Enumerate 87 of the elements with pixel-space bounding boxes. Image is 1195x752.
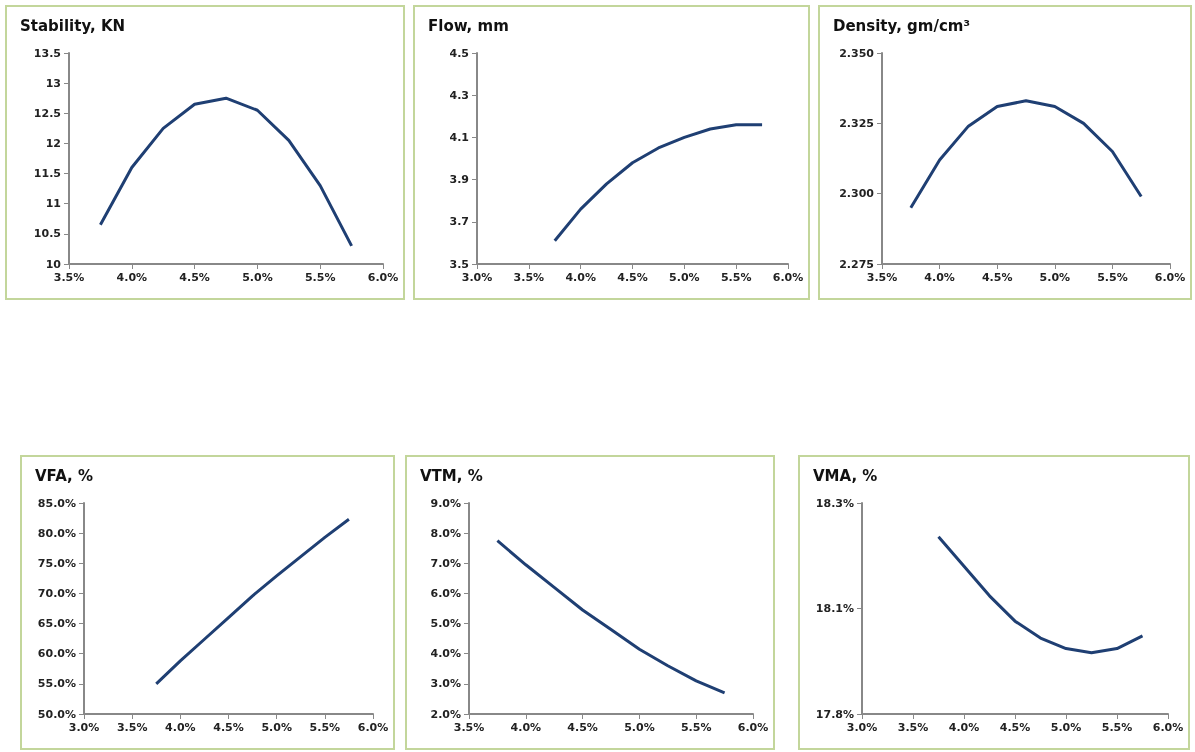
x-tick-label: 3.5% — [513, 271, 545, 284]
line-series — [909, 99, 1143, 210]
y-tick-label: 7.0% — [430, 556, 461, 570]
x-tick-label: 6.0% — [772, 271, 804, 284]
x-tick-label: 4.0% — [924, 271, 955, 284]
x-tick-label: 3.5% — [866, 271, 898, 284]
y-tick-label: 80.0% — [37, 526, 76, 540]
y-tick-label: 3.5 — [449, 257, 469, 271]
x-tick-label: 4.5% — [999, 721, 1031, 734]
y-tick-label: 3.0% — [430, 677, 461, 691]
y-tick-label: 12 — [45, 136, 61, 150]
y-tick-label: 17.8% — [815, 707, 854, 721]
chart-title: VMA, % — [813, 466, 878, 485]
y-tick-label: 4.1 — [449, 130, 469, 144]
y-tick-label: 4.5 — [449, 46, 469, 60]
y-tick-label: 11.5 — [33, 167, 61, 181]
x-tick-label: 3.5% — [897, 721, 929, 734]
chart-title: Stability, KN — [20, 16, 126, 35]
x-tick-label: 5.5% — [720, 271, 752, 284]
x-tick-label: 5.5% — [680, 721, 712, 734]
y-tick-label: 4.3 — [449, 88, 469, 102]
x-tick-label: 5.0% — [261, 721, 292, 734]
x-tick-label: 5.0% — [1039, 271, 1071, 284]
x-tick-label: 4.0% — [565, 271, 596, 284]
line-series — [495, 539, 727, 695]
y-tick-label: 11 — [45, 197, 61, 211]
x-tick-label: 3.0% — [461, 271, 493, 284]
x-tick-label: 4.5% — [981, 271, 1013, 284]
y-tick-label: 75.0% — [37, 556, 76, 570]
x-tick-label: 4.5% — [213, 721, 244, 734]
line-series — [98, 96, 354, 248]
chart-title: VTM, % — [420, 466, 483, 485]
y-tick-label: 2.325 — [839, 116, 874, 130]
x-tick-label: 3.5% — [453, 721, 485, 734]
y-tick-label: 2.275 — [839, 257, 874, 271]
x-tick-label: 6.0% — [1152, 721, 1184, 734]
y-tick-label: 8.0% — [430, 526, 461, 540]
y-tick-label: 2.350 — [839, 46, 875, 60]
y-tick-label: 10.5 — [33, 227, 61, 241]
y-tick-label: 55.0% — [37, 677, 76, 691]
x-tick-label: 6.0% — [367, 271, 399, 284]
y-tick-label: 6.0% — [430, 586, 461, 600]
x-tick-label: 5.5% — [1101, 721, 1133, 734]
y-tick-label: 5.0% — [430, 617, 461, 631]
x-tick-label: 5.0% — [624, 721, 655, 734]
x-tick-label: 4.5% — [567, 721, 598, 734]
y-tick-label: 85.0% — [37, 496, 76, 510]
y-tick-label: 4.0% — [430, 647, 461, 661]
x-tick-label: 5.5% — [304, 271, 336, 284]
y-tick-label: 18.3% — [815, 496, 854, 510]
y-tick-label: 50.0% — [37, 707, 76, 721]
x-tick-label: 6.0% — [357, 721, 389, 734]
y-tick-label: 18.1% — [815, 602, 854, 615]
line-series — [937, 535, 1144, 655]
y-tick-label: 9.0% — [430, 496, 461, 510]
x-tick-label: 3.5% — [116, 721, 148, 734]
x-tick-label: 6.0% — [737, 721, 769, 734]
y-tick-label: 13 — [45, 76, 61, 90]
x-tick-label: 3.0% — [68, 721, 100, 734]
y-tick-label: 70.0% — [37, 586, 76, 600]
y-tick-label: 12.5 — [33, 106, 61, 120]
chart-title: Flow, mm — [428, 16, 509, 35]
x-tick-label: 4.5% — [179, 271, 210, 284]
x-tick-label: 4.0% — [116, 271, 148, 284]
x-tick-label: 3.5% — [53, 271, 85, 284]
line-series — [553, 123, 764, 243]
y-tick-label: 60.0% — [37, 647, 76, 661]
x-tick-label: 5.0% — [669, 271, 700, 284]
line-series — [154, 517, 351, 686]
x-tick-label: 6.0% — [1154, 271, 1186, 284]
x-tick-label: 4.0% — [948, 721, 980, 734]
x-tick-label: 4.0% — [165, 721, 196, 734]
y-tick-label: 65.0% — [37, 617, 76, 631]
x-tick-label: 5.0% — [242, 271, 273, 284]
y-tick-label: 13.5 — [33, 46, 61, 60]
y-tick-label: 3.7 — [449, 215, 469, 229]
chart-title: VFA, % — [35, 466, 93, 485]
x-tick-label: 4.0% — [510, 721, 542, 734]
x-tick-label: 5.0% — [1050, 721, 1082, 734]
x-tick-label: 5.5% — [309, 721, 341, 734]
y-tick-label: 2.0% — [430, 707, 461, 721]
y-tick-label: 2.300 — [839, 187, 875, 201]
y-tick-label: 10 — [45, 257, 62, 271]
chart-title: Density, gm/cm³ — [833, 16, 971, 35]
x-tick-label: 4.5% — [617, 271, 648, 284]
y-tick-label: 3.9 — [449, 173, 469, 187]
x-tick-label: 5.5% — [1097, 271, 1128, 284]
